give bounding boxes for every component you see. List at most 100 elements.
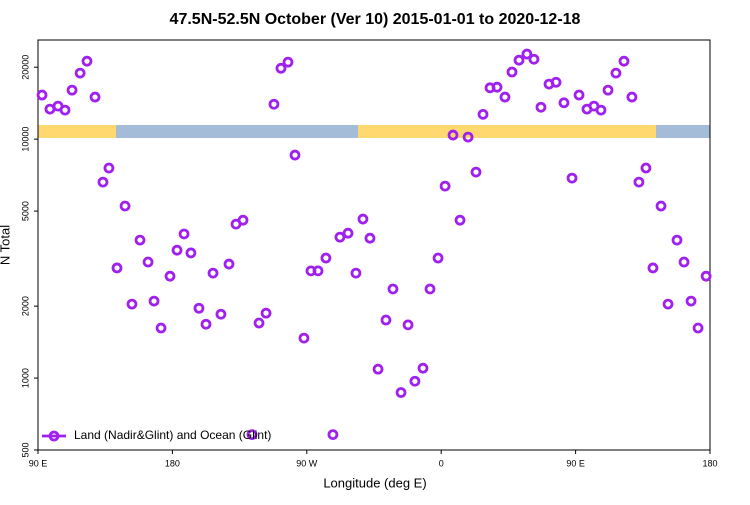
point — [164, 270, 176, 282]
ocean-segment — [116, 125, 358, 138]
y-tick-label: 5000 — [20, 201, 30, 221]
y-axis-label: N Total — [0, 225, 12, 265]
point — [618, 55, 630, 67]
land-segment — [38, 125, 116, 138]
point — [66, 84, 78, 96]
point — [439, 180, 451, 192]
y-tick-label: 10000 — [20, 127, 30, 152]
point — [350, 267, 362, 279]
point — [253, 317, 265, 329]
point — [126, 298, 138, 310]
surface-strip — [38, 125, 710, 138]
point — [185, 247, 197, 259]
point — [289, 149, 301, 161]
point — [700, 270, 712, 282]
point — [134, 234, 146, 246]
point — [268, 98, 280, 110]
point — [387, 283, 399, 295]
point — [334, 231, 346, 243]
point — [447, 129, 459, 141]
point — [662, 298, 674, 310]
point — [647, 262, 659, 274]
point — [470, 166, 482, 178]
point — [566, 172, 578, 184]
point — [462, 131, 474, 143]
point — [364, 232, 376, 244]
point — [59, 104, 71, 116]
point — [260, 307, 272, 319]
point — [692, 322, 704, 334]
point — [573, 89, 585, 101]
point — [282, 56, 294, 68]
point — [200, 318, 212, 330]
point — [558, 97, 570, 109]
point — [633, 176, 645, 188]
x-tick-label: 180 — [165, 458, 180, 468]
point — [491, 81, 503, 93]
point — [402, 319, 414, 331]
point — [207, 267, 219, 279]
legend-label: Land (Nadir&Glint) and Ocean (Glint) — [74, 428, 271, 442]
point — [275, 62, 287, 74]
point — [111, 262, 123, 274]
point — [119, 200, 131, 212]
y-tick-label: 1000 — [20, 368, 30, 388]
point — [89, 91, 101, 103]
point — [535, 101, 547, 113]
point — [655, 200, 667, 212]
x-tick-label: 0 — [439, 458, 444, 468]
point — [320, 252, 332, 264]
point — [142, 256, 154, 268]
x-tick-label: 90 W — [296, 458, 318, 468]
point — [298, 332, 310, 344]
point — [74, 67, 86, 79]
point — [499, 91, 511, 103]
point — [237, 214, 249, 226]
point — [477, 108, 489, 120]
point — [417, 362, 429, 374]
point — [685, 295, 697, 307]
point — [602, 84, 614, 96]
x-tick-label: 180 — [702, 458, 717, 468]
point — [380, 314, 392, 326]
point — [171, 244, 183, 256]
point — [640, 162, 652, 174]
point — [409, 375, 421, 387]
point — [454, 214, 466, 226]
point — [148, 295, 160, 307]
land-segment — [358, 125, 656, 138]
point — [36, 89, 48, 101]
y-tick-label: 2000 — [20, 296, 30, 316]
point — [97, 176, 109, 188]
point — [215, 308, 227, 320]
point — [342, 227, 354, 239]
ocean-segment — [656, 125, 710, 138]
x-tick-label: 90 E — [29, 458, 48, 468]
point — [528, 53, 540, 65]
point — [178, 228, 190, 240]
x-axis-label: Longitude (deg E) — [323, 475, 426, 490]
point — [610, 67, 622, 79]
point — [155, 322, 167, 334]
point — [626, 91, 638, 103]
point — [432, 252, 444, 264]
point — [81, 55, 93, 67]
point — [521, 48, 533, 60]
point — [550, 76, 562, 88]
point — [246, 429, 258, 440]
chart-title: 47.5N-52.5N October (Ver 10) 2015-01-01 … — [170, 11, 581, 28]
y-tick-label: 20000 — [20, 55, 30, 80]
point — [223, 258, 235, 270]
x-tick-label: 90 E — [566, 458, 585, 468]
y-tick-label: 500 — [20, 442, 30, 457]
point — [595, 104, 607, 116]
point — [671, 234, 683, 246]
point — [103, 162, 115, 174]
point — [395, 387, 407, 398]
point — [678, 256, 690, 268]
legend-marker — [48, 430, 60, 442]
point — [327, 429, 339, 440]
point — [513, 54, 525, 66]
